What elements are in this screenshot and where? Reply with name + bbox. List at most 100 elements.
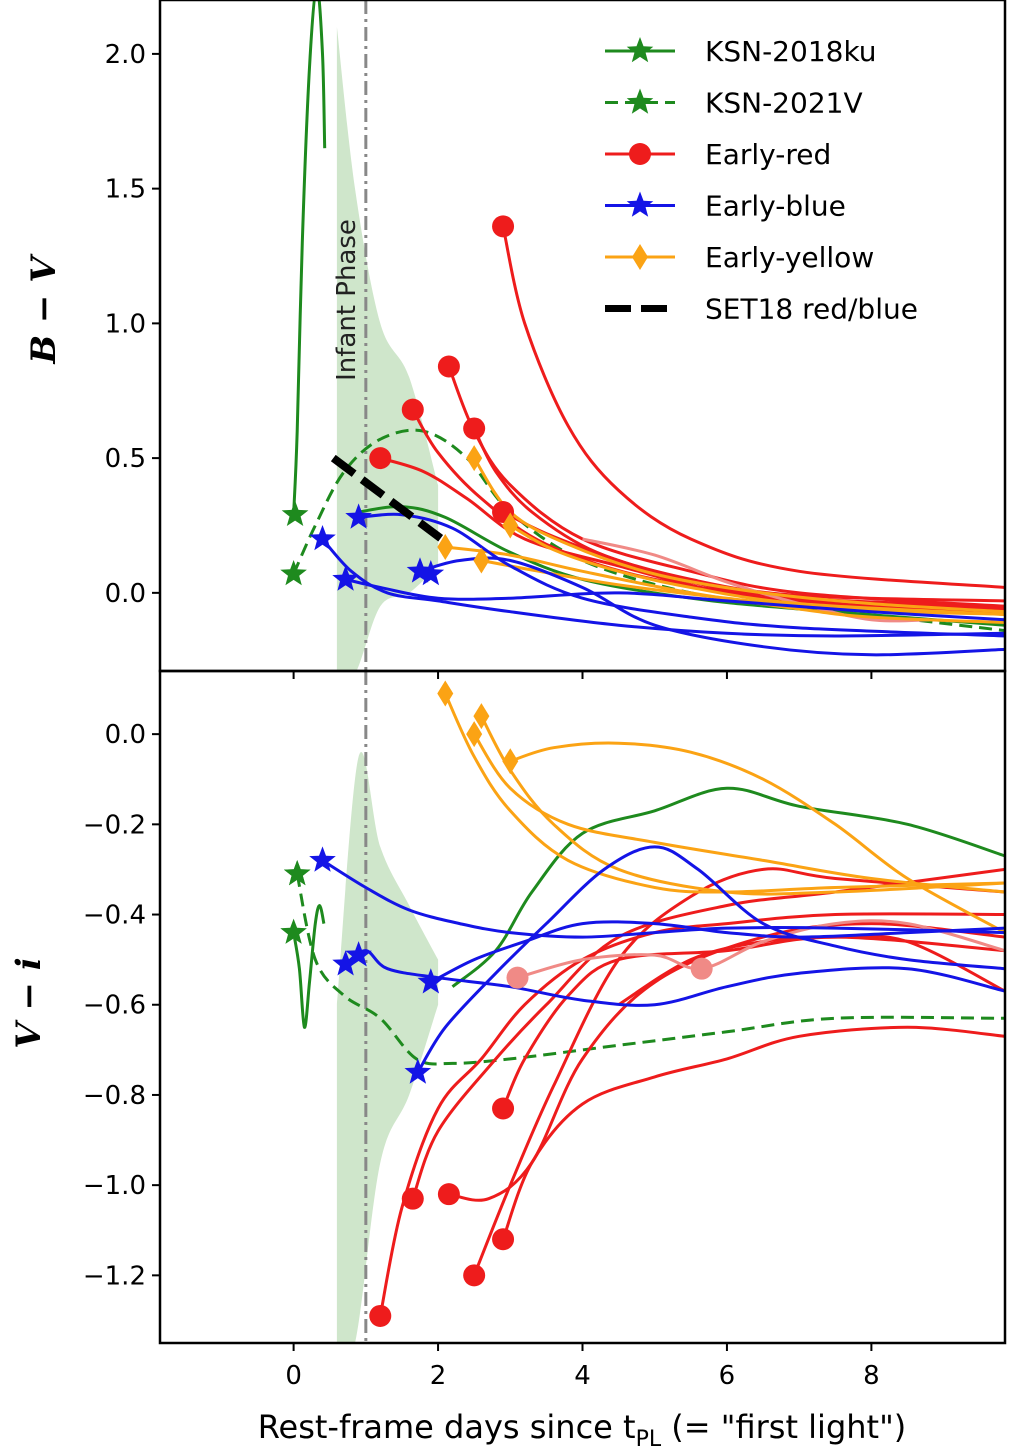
legend-marker-ksn-2021v bbox=[626, 88, 654, 114]
top-marker-early-blue-2-0 bbox=[309, 525, 336, 551]
bottom-line-early-red-4 bbox=[472, 867, 1005, 1276]
bottom-marker-early-red-6-0 bbox=[492, 1228, 515, 1251]
xtick-label-0: 0 bbox=[285, 1361, 302, 1391]
bottom-marker-early-red-8-faint-1 bbox=[690, 957, 713, 980]
legend-marker-early-red bbox=[629, 143, 651, 165]
bottom-marker-early-blue-2-1 bbox=[345, 941, 372, 967]
bv-y-ticks: 0.0 0.5 1.0 1.5 2.0 bbox=[105, 40, 160, 609]
bottom-marker-early-blue-1-0 bbox=[309, 846, 336, 872]
bottom-marker-ksn-2018ku-0 bbox=[280, 918, 307, 944]
legend-marker-early-blue bbox=[626, 191, 654, 217]
vi-y-ticks: 0.0 −0.2 −0.4 −0.6 −0.8 −1.0 −1.2 bbox=[83, 720, 160, 1291]
vi-series-group bbox=[292, 692, 1005, 1317]
top-marker-ksn-2018ku-0 bbox=[281, 500, 309, 526]
bottom-line-early-yellow-4 bbox=[509, 741, 1005, 934]
bottom-marker-early-red-3-0 bbox=[437, 1183, 460, 1206]
top-marker-early-yellow-3-0 bbox=[437, 534, 454, 561]
bottom-ytick-label-1: −0.2 bbox=[83, 810, 146, 840]
top-marker-early-yellow-2-0 bbox=[502, 512, 519, 539]
bottom-ytick-label-3: −0.6 bbox=[83, 991, 146, 1021]
legend-marker-ksn-2018ku bbox=[626, 37, 654, 63]
bottom-ytick-label-0: 0.0 bbox=[105, 720, 146, 750]
bottom-line-early-red-6 bbox=[501, 1025, 1005, 1240]
bottom-line-early-red-8-faint bbox=[517, 919, 1005, 980]
bottom-marker-early-red-5-0 bbox=[492, 1097, 515, 1120]
bottom-ytick-label-6: −1.2 bbox=[83, 1261, 146, 1291]
top-line-early-yellow-4 bbox=[481, 559, 1005, 616]
bottom-line-early-yellow-3 bbox=[472, 733, 1005, 894]
top-marker-early-yellow-1-0 bbox=[466, 445, 483, 472]
top-line-early-blue-3 bbox=[345, 577, 1005, 622]
bottom-marker-early-yellow-2-0 bbox=[473, 703, 490, 730]
top-marker-ksn-2021v-0 bbox=[280, 560, 307, 586]
bottom-line-early-yellow-2 bbox=[480, 715, 1005, 896]
bottom-ytick-label-5: −1.0 bbox=[83, 1171, 146, 1201]
bottom-line-early-yellow-1 bbox=[443, 692, 1005, 894]
bottom-line-early-blue-4 bbox=[416, 845, 1005, 1074]
bv-panel: 0.0 0.5 1.0 1.5 2.0 B − V Infant Phase KSN-2… bbox=[24, 0, 1005, 671]
vi-panel: 0.0 −0.2 −0.4 −0.6 −0.8 −1.0 −1.2 V − i bbox=[9, 671, 1005, 1343]
top-marker-early-red-5-0 bbox=[369, 447, 392, 470]
top-marker-early-blue-1-0 bbox=[345, 503, 372, 529]
top-marker-early-red-2-0 bbox=[437, 355, 460, 378]
bottom-marker-early-red-4-0 bbox=[463, 1264, 486, 1287]
bottom-marker-early-blue-4-0 bbox=[404, 1058, 432, 1084]
bottom-marker-early-blue-3-0 bbox=[417, 968, 445, 994]
bottom-ytick-label-2: −0.4 bbox=[83, 901, 146, 931]
legend-label-set18-red-blue: SET18 red/blue bbox=[705, 293, 918, 326]
bottom-marker-early-blue-2-0 bbox=[332, 950, 359, 976]
top-line-set18-red-blue bbox=[330, 454, 445, 543]
top-ytick-label-1: 0.5 bbox=[105, 444, 146, 474]
bottom-line-early-red-1 bbox=[378, 912, 1005, 1317]
vi-axes-frame bbox=[158, 669, 1007, 1345]
legend: KSN-2018ku KSN-2021V Early-red Early-blue Ea… bbox=[605, 35, 918, 326]
bottom-line-ksn-2018ku bbox=[292, 903, 326, 1029]
top-line-early-red-1 bbox=[501, 226, 1005, 589]
top-marker-early-yellow-4-0 bbox=[473, 547, 490, 574]
bottom-line-early-blue-3 bbox=[430, 920, 1005, 984]
top-marker-early-blue-4-1 bbox=[417, 560, 445, 586]
legend-label-ksn-2021v: KSN-2021V bbox=[705, 87, 863, 120]
legend-label-early-yellow: Early-yellow bbox=[705, 241, 874, 274]
infant-phase-label: Infant Phase bbox=[332, 219, 362, 381]
top-line-early-blue-1 bbox=[358, 512, 1005, 638]
legend-marker-early-yellow bbox=[632, 244, 648, 270]
infant-phase-band-bottom bbox=[336, 752, 439, 1343]
bottom-marker-ksn-2021v-0 bbox=[283, 860, 311, 886]
xtick-label-4: 8 bbox=[863, 1361, 880, 1391]
top-marker-early-red-4-0 bbox=[463, 417, 486, 440]
top-marker-early-red-3-0 bbox=[401, 398, 424, 421]
bottom-marker-early-yellow-4-0 bbox=[502, 748, 519, 775]
legend-label-early-red: Early-red bbox=[705, 138, 831, 171]
legend-label-ksn-2018ku: KSN-2018ku bbox=[705, 35, 877, 68]
bottom-marker-early-yellow-3-0 bbox=[466, 721, 483, 748]
top-ytick-label-3: 1.5 bbox=[105, 175, 146, 205]
x-axis: 0 2 4 6 8 bbox=[285, 671, 880, 1391]
top-marker-early-red-1-0 bbox=[492, 215, 515, 238]
bottom-ytick-label-4: −0.8 bbox=[83, 1081, 146, 1111]
vi-markers-group bbox=[280, 680, 713, 1327]
x-axis-label: Rest-frame days since tPL (= "first ligh… bbox=[258, 1408, 907, 1452]
bottom-line-early-blue-1 bbox=[321, 859, 1005, 939]
xtick-label-1: 2 bbox=[430, 1361, 447, 1391]
top-line-early-red-5 bbox=[379, 456, 1005, 616]
xtick-label-2: 4 bbox=[574, 1361, 591, 1391]
top-ytick-label-4: 2.0 bbox=[105, 40, 146, 70]
xtick-label-3: 6 bbox=[719, 1361, 736, 1391]
top-line-early-yellow-2 bbox=[509, 524, 1005, 616]
top-line-ksn-2018ku bbox=[292, 0, 327, 515]
bottom-marker-early-red-8-faint-0 bbox=[506, 966, 529, 989]
bottom-marker-early-red-1-0 bbox=[369, 1304, 392, 1327]
bottom-marker-early-yellow-1-0 bbox=[437, 680, 454, 707]
bottom-line-ksn-2018ku-late bbox=[451, 786, 1005, 988]
vi-y-axis-label: V − i bbox=[9, 957, 49, 1048]
bottom-line-ksn-2021v bbox=[295, 873, 1005, 1066]
top-marker-early-blue-3-0 bbox=[332, 565, 359, 591]
bottom-band-shape bbox=[336, 752, 439, 1343]
legend-label-early-blue: Early-blue bbox=[705, 190, 846, 223]
bottom-line-early-blue-2 bbox=[344, 949, 1005, 1007]
bv-markers-group bbox=[280, 215, 519, 591]
top-ytick-label-2: 1.0 bbox=[105, 309, 146, 339]
